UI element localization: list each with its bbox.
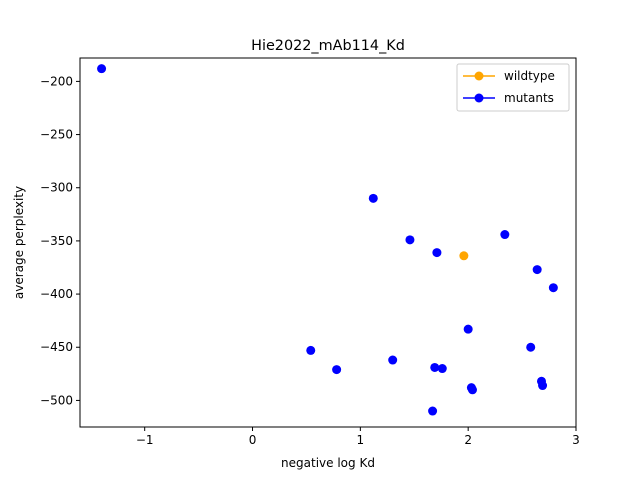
legend-mutants-label: mutants [504, 91, 554, 105]
y-axis: −200 −250 −300 −350 −400 −450 −500 [40, 74, 80, 407]
data-point-mutants [405, 235, 415, 245]
y-tick-label: −200 [40, 74, 73, 88]
data-point-mutants [467, 385, 477, 395]
plot-marks [97, 64, 558, 416]
data-point-mutants [500, 230, 510, 240]
x-tick-label: 0 [249, 433, 257, 447]
data-point-mutants [306, 345, 316, 355]
y-tick-label: −250 [40, 128, 73, 142]
legend-wildtype-marker [474, 71, 484, 81]
data-point-wildtype [459, 251, 469, 261]
data-point-mutants [538, 381, 548, 391]
x-tick-label: −1 [136, 433, 154, 447]
data-point-mutants [97, 64, 107, 74]
legend-mutants-marker [474, 93, 484, 103]
data-point-mutants [428, 406, 438, 416]
x-axis: −1 0 1 2 3 [136, 427, 580, 447]
legend-wildtype-label: wildtype [504, 69, 555, 83]
legend: wildtype mutants [456, 63, 570, 112]
y-tick-label: −400 [40, 287, 73, 301]
data-point-mutants [526, 342, 536, 352]
x-tick-label: 1 [357, 433, 365, 447]
x-tick-label: 2 [464, 433, 472, 447]
data-point-mutants [388, 355, 398, 365]
data-point-mutants [432, 248, 442, 258]
data-point-mutants [368, 193, 378, 203]
y-tick-label: −350 [40, 234, 73, 248]
y-tick-label: −450 [40, 340, 73, 354]
y-tick-label: −300 [40, 181, 73, 195]
chart-title: Hie2022_mAb114_Kd [251, 38, 405, 54]
x-axis-label: negative log Kd [281, 456, 375, 470]
y-axis-label: average perplexity [12, 186, 26, 299]
x-tick-label: 3 [572, 433, 580, 447]
data-point-mutants [430, 362, 440, 372]
plot-frame [79, 57, 577, 428]
data-point-mutants [437, 364, 447, 374]
y-tick-label: −500 [40, 393, 73, 407]
data-point-mutants [332, 365, 342, 375]
data-point-mutants [463, 324, 473, 334]
data-point-mutants [548, 283, 558, 293]
data-point-mutants [532, 265, 542, 275]
